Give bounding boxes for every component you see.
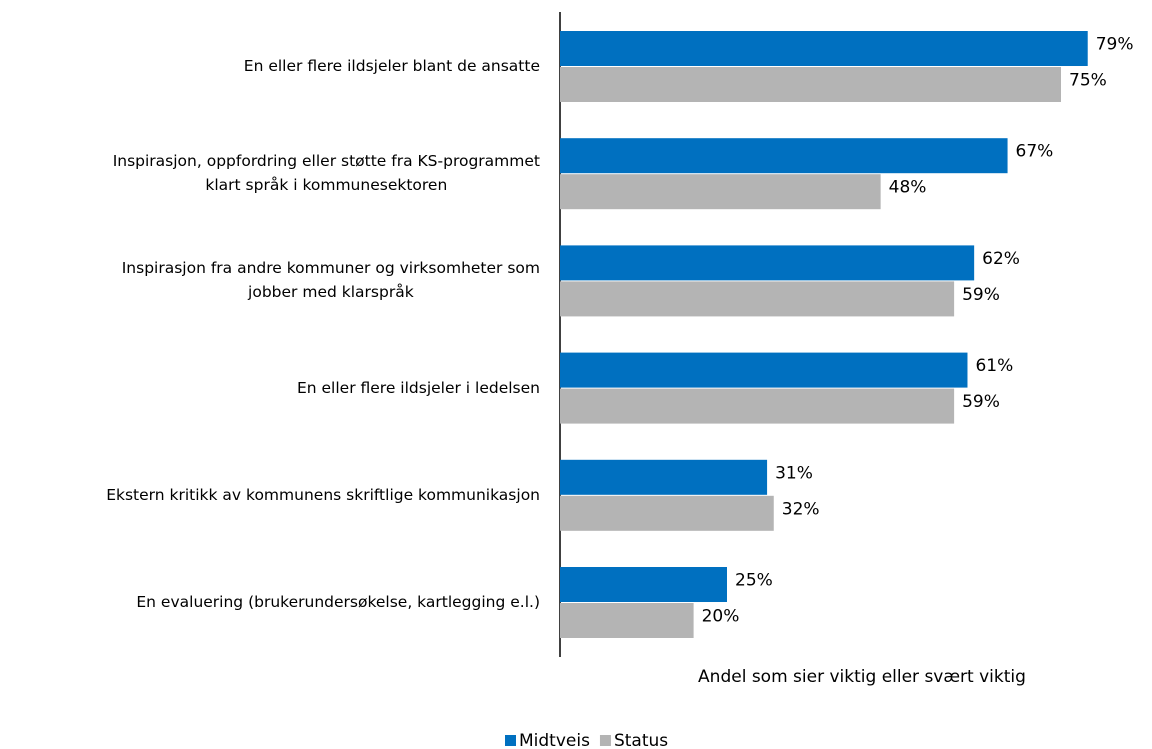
legend-swatch bbox=[599, 735, 611, 746]
bar bbox=[560, 388, 955, 424]
bar bbox=[560, 67, 1061, 102]
bar bbox=[560, 245, 975, 281]
value-label: 79% bbox=[1096, 35, 1134, 55]
value-label: 20% bbox=[702, 607, 740, 627]
bar bbox=[560, 603, 694, 638]
category-text: Inspirasjon fra andre kommuner og virkso… bbox=[121, 259, 540, 302]
legend-label: Midtveis bbox=[519, 731, 590, 749]
category-label: Ekstern kritikk av kommunens skriftlige … bbox=[0, 483, 540, 507]
bar bbox=[560, 352, 968, 388]
bar bbox=[560, 459, 768, 495]
value-label: 75% bbox=[1069, 71, 1107, 91]
legend-swatch bbox=[505, 735, 516, 746]
bar bbox=[560, 138, 1008, 174]
category-label: Inspirasjon fra andre kommuner og virkso… bbox=[0, 256, 540, 304]
category-text: Ekstern kritikk av kommunens skriftlige … bbox=[106, 485, 540, 504]
bar bbox=[560, 495, 774, 531]
bar bbox=[560, 567, 727, 602]
value-label: 31% bbox=[775, 463, 813, 483]
value-label: 62% bbox=[982, 249, 1020, 269]
value-label: 59% bbox=[962, 285, 1000, 305]
category-text: En eller flere ildsjeler i ledelsen bbox=[296, 378, 540, 397]
category-text: Inspirasjon, oppfordring eller støtte fr… bbox=[112, 152, 540, 195]
value-label: 67% bbox=[1016, 142, 1054, 162]
category-label: Inspirasjon, oppfordring eller støtte fr… bbox=[0, 149, 540, 197]
category-label: En evaluering (brukerundersøkelse, kartl… bbox=[0, 590, 540, 614]
legend-label: Status bbox=[614, 731, 668, 749]
category-label: En eller flere ildsjeler i ledelsen bbox=[0, 376, 540, 400]
category-label: En eller flere ildsjeler blant de ansatt… bbox=[0, 54, 540, 78]
value-label: 48% bbox=[889, 178, 927, 198]
value-label: 61% bbox=[975, 356, 1013, 376]
bar bbox=[560, 281, 955, 317]
category-text: En evaluering (brukerundersøkelse, kartl… bbox=[136, 593, 540, 611]
bar bbox=[560, 174, 881, 210]
value-label: 25% bbox=[735, 571, 773, 591]
value-label: 32% bbox=[782, 499, 820, 519]
x-axis-label: Andel som sier viktig eller svært viktig bbox=[698, 667, 1026, 687]
category-text: En eller flere ildsjeler blant de ansatt… bbox=[243, 57, 540, 75]
bar bbox=[560, 31, 1088, 66]
value-label: 59% bbox=[962, 392, 1000, 412]
